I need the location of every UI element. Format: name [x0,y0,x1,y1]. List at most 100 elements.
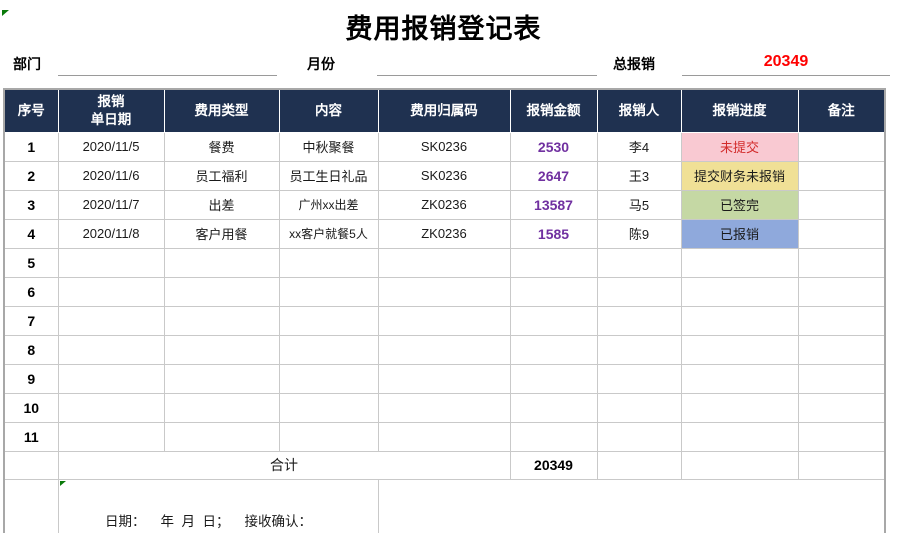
cell-note[interactable] [797,421,886,452]
cell-content[interactable] [278,363,379,394]
cell-content[interactable]: 中秋聚餐 [278,131,379,162]
cell-code[interactable] [377,421,511,452]
cell-note[interactable] [797,334,886,365]
cell-no[interactable]: 8 [3,334,59,365]
cell-date[interactable] [57,363,165,394]
cell-no[interactable]: 4 [3,218,59,249]
cell-content[interactable] [278,276,379,307]
cell-amount[interactable] [509,305,598,336]
cell-amount[interactable] [509,421,598,452]
cell-person[interactable] [596,392,682,423]
cell-person[interactable] [596,334,682,365]
cell-person[interactable]: 李4 [596,131,682,162]
cell-status[interactable] [680,247,799,278]
cell-code[interactable]: SK0236 [377,160,511,191]
cell-date[interactable] [57,305,165,336]
cell-note[interactable] [797,247,886,278]
cell-content[interactable] [278,247,379,278]
status-badge[interactable]: 已签完 [680,189,799,220]
cell-note[interactable] [797,218,886,249]
cell-status[interactable] [680,334,799,365]
cell-no[interactable] [3,450,59,480]
cell-person[interactable]: 王3 [596,160,682,191]
cell-person[interactable]: 马5 [596,189,682,220]
cell-note[interactable] [797,305,886,336]
cell-amount[interactable]: 13587 [509,189,598,220]
month-input[interactable] [377,60,597,76]
status-badge[interactable]: 未提交 [680,131,799,162]
cell-type[interactable] [163,334,280,365]
cell-content[interactable]: 广州xx出差 [278,189,379,220]
cell-code[interactable] [377,334,511,365]
cell-person[interactable] [596,450,682,480]
cell-code[interactable] [377,305,511,336]
cell-date[interactable] [57,276,165,307]
cell-amount[interactable] [509,334,598,365]
cell-date[interactable]: 2020/11/7 [57,189,165,220]
cell-date[interactable] [57,334,165,365]
cell-person[interactable] [596,305,682,336]
cell-no[interactable]: 6 [3,276,59,307]
cell-type[interactable] [163,247,280,278]
cell-code[interactable] [377,247,511,278]
cell-status[interactable] [680,363,799,394]
cell-status[interactable] [680,305,799,336]
cell-no[interactable]: 3 [3,189,59,220]
cell-code[interactable]: ZK0236 [377,218,511,249]
status-badge[interactable]: 已报销 [680,218,799,249]
footer-sign-cell[interactable]: 日期： 年 月 日； 接收确认： [57,478,379,533]
cell-type[interactable]: 餐费 [163,131,280,162]
cell-no[interactable]: 5 [3,247,59,278]
cell-amount[interactable]: 2530 [509,131,598,162]
cell-code[interactable] [377,392,511,423]
cell-note[interactable] [797,276,886,307]
cell-content[interactable] [278,334,379,365]
cell-date[interactable]: 2020/11/5 [57,131,165,162]
cell-amount[interactable]: 1585 [509,218,598,249]
cell-note[interactable] [797,160,886,191]
cell-note[interactable] [797,363,886,394]
cell-amount[interactable] [509,392,598,423]
cell-amount[interactable] [509,247,598,278]
cell-no[interactable] [3,478,59,533]
cell-code[interactable]: SK0236 [377,131,511,162]
cell-status[interactable] [680,450,799,480]
cell-content[interactable] [278,421,379,452]
footer-empty-cell[interactable] [377,478,886,533]
cell-no[interactable]: 2 [3,160,59,191]
cell-date[interactable]: 2020/11/8 [57,218,165,249]
cell-date[interactable] [57,392,165,423]
cell-amount[interactable]: 2647 [509,160,598,191]
cell-code[interactable] [377,276,511,307]
cell-no[interactable]: 10 [3,392,59,423]
cell-status[interactable] [680,392,799,423]
cell-date[interactable] [57,247,165,278]
cell-content[interactable]: 员工生日礼品 [278,160,379,191]
cell-type[interactable]: 出差 [163,189,280,220]
cell-code[interactable]: ZK0236 [377,189,511,220]
cell-code[interactable] [377,363,511,394]
cell-type[interactable]: 客户用餐 [163,218,280,249]
cell-note[interactable] [797,392,886,423]
cell-type[interactable] [163,276,280,307]
cell-status[interactable] [680,421,799,452]
cell-date[interactable] [57,421,165,452]
cell-note[interactable] [797,131,886,162]
cell-type[interactable] [163,392,280,423]
cell-person[interactable] [596,421,682,452]
cell-type[interactable] [163,305,280,336]
cell-content[interactable]: xx客户就餐5人 [278,218,379,249]
cell-person[interactable]: 陈9 [596,218,682,249]
cell-person[interactable] [596,363,682,394]
cell-no[interactable]: 7 [3,305,59,336]
cell-date[interactable]: 2020/11/6 [57,160,165,191]
cell-person[interactable] [596,276,682,307]
cell-person[interactable] [596,247,682,278]
cell-status[interactable] [680,276,799,307]
cell-content[interactable] [278,305,379,336]
cell-content[interactable] [278,392,379,423]
cell-type[interactable]: 员工福利 [163,160,280,191]
status-badge[interactable]: 提交财务未报销 [680,160,799,191]
cell-note[interactable] [797,189,886,220]
cell-amount[interactable] [509,363,598,394]
